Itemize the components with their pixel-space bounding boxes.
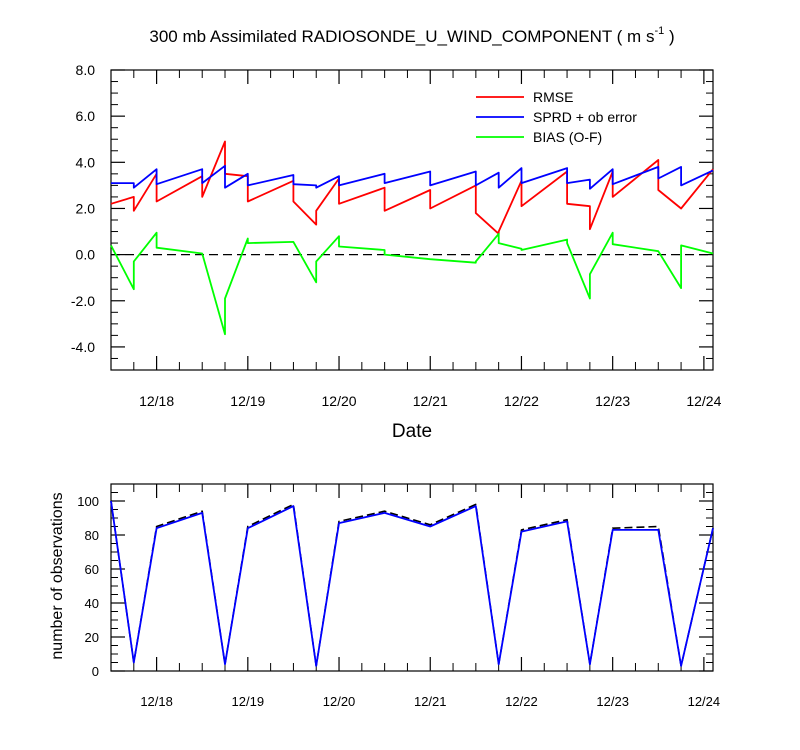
x-axis-label: Date: [392, 421, 432, 442]
bottom-chart: 12/18 12/19 12/20 12/21 12/22 12/23 12/24 0 20 40…: [77, 483, 721, 709]
y-tick-label: 0.0: [76, 247, 96, 263]
top-chart: 12/18 12/19 12/20 12/21 12/22 12/23 12/24 8.0 6.…: [71, 62, 722, 409]
legend-label: SPRD + ob error: [533, 109, 637, 125]
series-line-sprd-ob-error: [111, 164, 714, 190]
series-line-observations-possible: [110, 500, 714, 667]
chart-title-superscript: -1: [654, 25, 664, 37]
x-tick-label: 12/18: [140, 694, 173, 709]
chart-title-end: ): [664, 27, 674, 46]
y-tick-label: 6.0: [76, 108, 96, 124]
chart-title: 300 mb Assimilated RADIOSONDE_U_WIND_COM…: [149, 25, 674, 46]
y-tick-label: 100: [77, 494, 99, 509]
x-tick-label: 12/18: [139, 393, 174, 409]
x-tick-label: 12/22: [504, 393, 539, 409]
x-tick-label: 12/19: [230, 393, 265, 409]
x-tick-label: 12/24: [688, 694, 721, 709]
legend-label: RMSE: [533, 89, 573, 105]
y-tick-label: 8.0: [76, 62, 96, 78]
x-tick-label: 12/22: [505, 694, 538, 709]
series-line-rmse: [110, 140, 714, 235]
legend: RMSE SPRD + ob error BIAS (O-F): [476, 89, 637, 145]
x-tick-label: 12/21: [414, 694, 447, 709]
x-tick-label: 12/21: [413, 393, 448, 409]
series-line-observations-assimilated: [110, 500, 714, 667]
y-tick-label: 60: [85, 562, 99, 577]
y-tick-label: 80: [85, 528, 99, 543]
y-tick-label: 0: [92, 664, 99, 679]
plot-frame: [110, 483, 714, 672]
x-tick-label: 12/23: [596, 694, 629, 709]
legend-label: BIAS (O-F): [533, 129, 602, 145]
y-tick-label: -2.0: [71, 293, 95, 309]
x-tick-label: 12/20: [322, 393, 357, 409]
x-tick-label: 12/24: [686, 393, 721, 409]
y-tick-label: 20: [85, 630, 99, 645]
series-line-bias-o-f: [110, 231, 714, 336]
y-axis-label-observations: number of observations: [49, 492, 66, 659]
y-tick-label: 4.0: [76, 154, 96, 170]
y-tick-label: 2.0: [76, 200, 96, 216]
x-tick-label: 12/19: [232, 694, 265, 709]
x-tick-label: 12/23: [595, 393, 630, 409]
y-tick-label: -4.0: [71, 339, 95, 355]
y-tick-label: 40: [85, 596, 99, 611]
chart-title-main: 300 mb Assimilated RADIOSONDE_U_WIND_COM…: [149, 27, 654, 46]
x-tick-label: 12/20: [323, 694, 356, 709]
